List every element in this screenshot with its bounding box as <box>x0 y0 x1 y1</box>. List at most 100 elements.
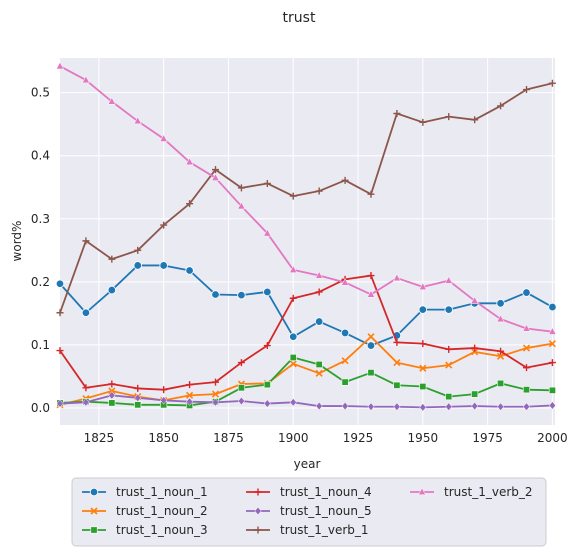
data-point <box>82 237 90 245</box>
series-trust_1_noun_4 <box>56 272 556 394</box>
data-point <box>56 399 64 408</box>
data-point <box>315 369 323 377</box>
data-point <box>263 381 271 389</box>
legend-label: trust_1_noun_1 <box>116 485 208 499</box>
data-point <box>289 398 297 407</box>
series-layer <box>55 61 557 412</box>
data-point <box>55 279 65 288</box>
data-point <box>366 289 376 298</box>
data-point <box>237 201 246 210</box>
x-tick-label: 1900 <box>278 431 309 445</box>
data-point <box>82 398 90 407</box>
data-point <box>186 381 194 389</box>
y-tick-label: 0.3 <box>31 212 50 226</box>
series-line <box>59 264 553 347</box>
y-tick-label: 0.2 <box>31 275 50 289</box>
legend-marker <box>89 487 99 497</box>
x-tick-label: 1875 <box>213 431 244 445</box>
data-point <box>471 348 479 356</box>
data-point <box>496 299 505 308</box>
data-point <box>289 332 298 341</box>
data-point <box>522 344 531 352</box>
data-point <box>522 86 530 94</box>
data-point <box>341 176 349 184</box>
data-point <box>445 345 453 353</box>
data-point <box>160 221 168 229</box>
legend-marker <box>90 507 98 515</box>
data-point <box>497 102 505 110</box>
data-point <box>341 378 349 386</box>
data-point <box>108 255 116 263</box>
data-point <box>418 305 428 314</box>
legend-entry: trust_1_noun_1 <box>82 485 208 499</box>
data-point <box>367 333 375 341</box>
y-tick-label: 0.4 <box>31 149 50 163</box>
legend-label: trust_1_noun_2 <box>116 504 208 518</box>
data-point <box>160 396 168 405</box>
data-point <box>444 305 453 314</box>
data-point <box>444 276 453 284</box>
data-point <box>367 190 375 198</box>
data-point <box>263 342 271 350</box>
data-point <box>548 327 557 335</box>
data-point <box>185 266 194 275</box>
data-point <box>55 61 65 70</box>
data-point <box>315 401 323 411</box>
series-line <box>59 82 553 314</box>
data-point <box>56 347 64 355</box>
legend-marker <box>254 526 262 534</box>
data-point <box>367 369 375 377</box>
data-point <box>185 157 194 166</box>
data-point <box>159 134 168 142</box>
data-point <box>263 228 272 237</box>
data-point <box>419 383 427 391</box>
data-point <box>108 387 116 395</box>
data-point <box>314 317 324 326</box>
data-point <box>522 364 530 372</box>
legend-label: trust_1_noun_5 <box>280 504 372 518</box>
legend-entry: trust_1_noun_5 <box>246 504 372 518</box>
data-point <box>186 397 194 406</box>
data-point <box>315 187 323 195</box>
legend-entry: trust_1_noun_2 <box>82 504 208 518</box>
data-point <box>159 261 168 270</box>
legend-label: trust_1_noun_4 <box>280 485 372 499</box>
data-point <box>496 314 505 323</box>
data-point <box>548 386 556 394</box>
data-point <box>522 288 531 297</box>
data-point <box>315 360 323 368</box>
data-point <box>419 340 427 348</box>
legend-box <box>71 477 547 547</box>
data-point <box>237 184 245 192</box>
data-point <box>367 402 375 411</box>
data-point <box>133 261 142 270</box>
data-point <box>497 379 505 387</box>
x-tick-label: 2000 <box>537 431 568 445</box>
data-point <box>340 328 350 338</box>
data-point <box>211 173 220 181</box>
data-point <box>497 402 505 411</box>
data-point <box>134 246 142 254</box>
data-point <box>289 265 298 273</box>
data-point <box>548 79 556 87</box>
data-point <box>445 113 453 121</box>
data-point <box>108 380 116 388</box>
x-tick-label: 1950 <box>408 431 439 445</box>
data-point <box>341 401 349 411</box>
series-line <box>59 335 553 406</box>
data-point <box>522 323 531 332</box>
data-point <box>548 359 556 367</box>
legend-entry: trust_1_verb_1 <box>246 523 369 537</box>
data-point <box>393 338 401 346</box>
data-point <box>471 344 479 352</box>
data-point <box>393 402 401 411</box>
x-tick-label: 1975 <box>472 431 503 445</box>
data-point <box>419 364 427 372</box>
data-point <box>392 273 401 282</box>
series-trust_1_verb_1 <box>56 79 556 317</box>
data-point <box>445 361 453 369</box>
data-point <box>211 398 220 407</box>
data-point <box>289 354 297 362</box>
data-point <box>548 302 557 312</box>
